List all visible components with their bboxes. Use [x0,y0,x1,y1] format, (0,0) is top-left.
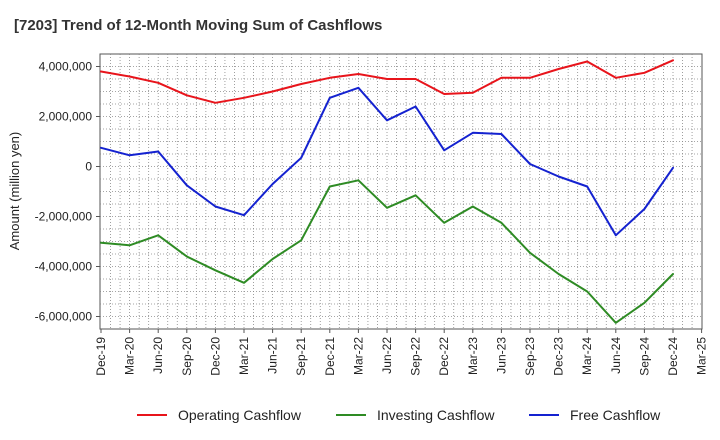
y-tick-label: 2,000,000 [39,110,93,124]
investing-cashflow-legend-label: Investing Cashflow [377,407,495,423]
free-cashflow-legend-label: Free Cashflow [570,407,661,423]
x-tick-label: Mar-22 [351,337,365,375]
x-tick-label: Dec-19 [94,337,108,376]
series-layer [100,59,674,324]
y-tick-label: -4,000,000 [35,260,93,274]
x-tick-label: Sep-20 [180,337,194,376]
x-tick-label: Mar-21 [237,337,251,375]
x-tick-label: Sep-23 [523,337,537,376]
x-tick-label: Dec-20 [208,337,222,376]
x-tick-label: Sep-22 [409,337,423,376]
x-tick-label: Sep-21 [294,337,308,376]
chart-title: [7203] Trend of 12-Month Moving Sum of C… [14,17,382,34]
operating-cashflow-line [100,59,674,104]
x-tick-label: Dec-22 [437,337,451,376]
x-tick-label: Jun-21 [266,337,280,374]
x-tick-label: Jun-23 [494,337,508,374]
x-tick-label: Jun-22 [380,337,394,374]
x-tick-label: Dec-23 [552,337,566,376]
free-cashflow-line [100,86,674,237]
y-tick-layer: -6,000,000 -4,000,000 -2,000,000 0 2,000,000… [35,60,100,324]
x-tick-label: Dec-24 [666,337,680,376]
legend: Operating Cashflow Investing Cashflow Free… [137,407,661,423]
y-tick-label: -6,000,000 [35,310,93,324]
y-axis-label: Amount (million yen) [7,132,22,251]
x-tick-label: Mar-25 [695,337,709,375]
x-tick-label: Mar-20 [123,337,137,375]
investing-cashflow-line [100,179,674,324]
operating-cashflow-legend-label: Operating Cashflow [178,407,302,423]
x-tick-layer: Dec-19 Mar-20 Jun-20 Sep-20 Dec-20 Mar-21 Jun-… [94,329,709,376]
x-tick-label: Sep-24 [637,337,651,376]
y-tick-label: 0 [85,160,92,174]
y-tick-label: -2,000,000 [35,210,93,224]
x-tick-label: Jun-24 [609,337,623,374]
x-tick-label: Dec-21 [323,337,337,376]
x-tick-label: Mar-24 [580,337,594,375]
x-tick-label: Jun-20 [151,337,165,374]
y-tick-label: 4,000,000 [39,60,93,74]
x-tick-label: Mar-23 [466,337,480,375]
